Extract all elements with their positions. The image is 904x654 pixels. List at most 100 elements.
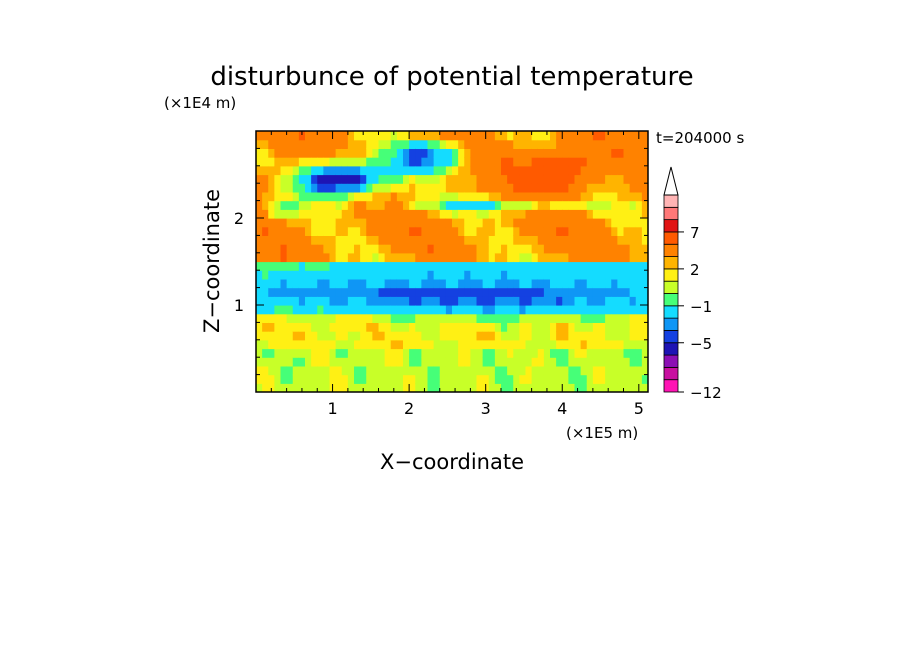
heatmap-cell xyxy=(372,313,380,323)
heatmap-cell xyxy=(617,339,625,350)
heatmap-cell xyxy=(476,218,484,228)
heatmap-cell xyxy=(641,226,648,236)
heatmap-cell xyxy=(384,139,392,149)
heatmap-cell xyxy=(292,183,300,193)
heatmap-cell xyxy=(274,244,282,254)
heatmap-cell xyxy=(605,296,612,306)
heatmap-cell xyxy=(580,287,588,297)
heatmap-cell xyxy=(641,374,648,384)
heatmap-cell xyxy=(586,313,594,323)
heatmap-cell xyxy=(347,191,355,202)
heatmap-cell xyxy=(623,209,631,219)
heatmap-cell xyxy=(525,383,533,392)
heatmap-cell xyxy=(611,383,618,392)
heatmap-cell xyxy=(525,131,533,141)
heatmap-cell xyxy=(396,365,404,376)
heatmap-cell xyxy=(641,252,648,263)
heatmap-cell xyxy=(617,226,625,236)
heatmap-cell xyxy=(292,331,300,341)
heatmap-cell xyxy=(298,339,306,350)
heatmap-cell xyxy=(580,165,588,176)
heatmap-cell xyxy=(372,191,380,202)
y-tick-label: 2 xyxy=(234,209,244,228)
heatmap-cell xyxy=(507,383,514,392)
heatmap-cell xyxy=(494,139,502,149)
heatmap-cell xyxy=(360,209,367,219)
heatmap-cell xyxy=(280,374,288,384)
x-tick-label: 5 xyxy=(634,399,644,418)
heatmap-cell xyxy=(366,365,373,376)
heatmap-cell xyxy=(641,139,648,149)
heatmap-cell xyxy=(635,313,643,323)
heatmap-cell xyxy=(605,348,612,358)
heatmap-cell xyxy=(378,331,386,341)
heatmap-cell xyxy=(372,287,380,297)
heatmap-cell xyxy=(439,209,447,219)
heatmap-cell xyxy=(592,296,600,306)
heatmap-cell xyxy=(415,270,422,280)
heatmap-cell xyxy=(494,296,502,306)
heatmap-cell xyxy=(354,296,361,306)
heatmap-cell xyxy=(427,313,435,323)
heatmap-cell xyxy=(415,200,422,210)
heatmap-cell xyxy=(464,165,471,176)
heatmap-cell xyxy=(354,348,361,358)
heatmap-cell xyxy=(556,209,563,219)
heatmap-cell xyxy=(378,139,386,149)
heatmap-cell xyxy=(390,374,398,384)
heatmap-cell xyxy=(421,148,429,158)
heatmap-cell xyxy=(605,322,612,332)
heatmap-cell xyxy=(592,157,600,167)
heatmap-cell xyxy=(562,270,569,280)
heatmap-cell xyxy=(274,226,282,236)
heatmap-cell xyxy=(262,148,269,158)
heatmap-cell xyxy=(586,383,594,392)
heatmap-cell xyxy=(427,322,435,332)
heatmap-cell xyxy=(635,339,643,350)
heatmap-cell xyxy=(409,191,416,202)
heatmap-cell xyxy=(592,218,600,228)
heatmap-cell xyxy=(556,148,563,158)
heatmap-cell xyxy=(494,365,502,376)
heatmap-cell xyxy=(513,183,520,193)
heatmap-cell xyxy=(335,183,343,193)
heatmap-cell xyxy=(464,322,471,332)
heatmap-cell xyxy=(543,191,551,202)
heatmap-cell xyxy=(562,322,569,332)
heatmap-cell xyxy=(452,322,459,332)
heatmap-cell xyxy=(488,261,496,271)
heatmap-cell xyxy=(476,157,484,167)
heatmap-cell xyxy=(482,331,490,341)
heatmap-cell xyxy=(341,148,349,158)
heatmap-cell xyxy=(439,287,447,297)
heatmap-cell xyxy=(378,357,386,367)
heatmap-cell xyxy=(268,287,275,297)
heatmap-cell xyxy=(280,209,288,219)
heatmap-cell xyxy=(274,157,282,167)
heatmap-cell xyxy=(586,226,594,236)
heatmap-cell xyxy=(531,157,539,167)
heatmap-cell xyxy=(641,278,648,289)
heatmap-cell xyxy=(635,174,643,184)
heatmap-cell xyxy=(586,191,594,202)
heatmap-cell xyxy=(286,278,294,289)
heatmap-cell xyxy=(335,174,343,184)
heatmap-cell xyxy=(488,244,496,254)
heatmap-cell xyxy=(458,148,465,158)
heatmap-cell xyxy=(611,296,618,306)
heatmap-cell xyxy=(372,365,380,376)
heatmap-cell xyxy=(268,305,275,315)
heatmap-cell xyxy=(433,331,441,341)
y-tick-label: 1 xyxy=(234,296,244,315)
heatmap-cell xyxy=(292,287,300,297)
heatmap-cell xyxy=(329,235,337,245)
heatmap-cell xyxy=(305,148,312,158)
heatmap-cell xyxy=(360,270,367,280)
heatmap-cell xyxy=(482,244,490,254)
heatmap-cell xyxy=(470,270,478,280)
heatmap-cell xyxy=(372,357,380,367)
heatmap-cell xyxy=(433,226,441,236)
heatmap-cell xyxy=(617,313,625,323)
heatmap-cell xyxy=(292,339,300,350)
heatmap-cell xyxy=(445,131,453,141)
